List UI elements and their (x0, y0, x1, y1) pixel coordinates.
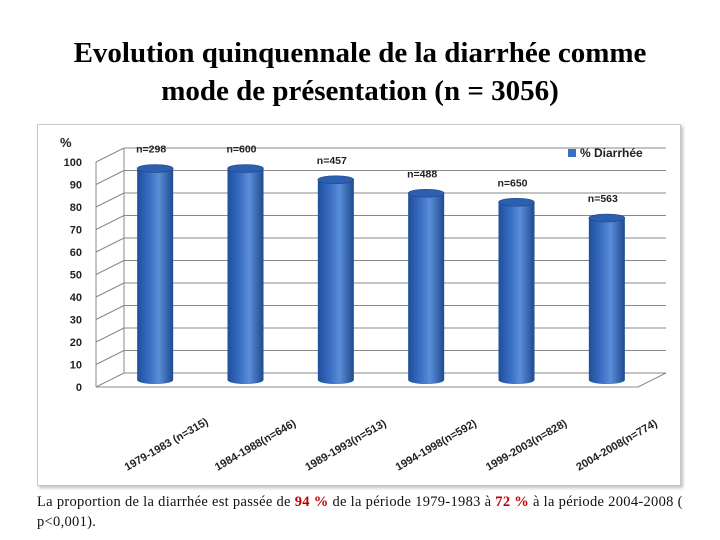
grid-depth-line (95, 170, 125, 185)
bar-top (498, 197, 535, 207)
y-tick-label: 20 (70, 337, 82, 349)
grid-depth-line (95, 237, 125, 253)
bar (317, 179, 354, 384)
grid-depth-line (95, 147, 125, 163)
footer-text-2: de la période 1979-1983 à (328, 494, 496, 510)
data-label: n=563 (588, 193, 618, 205)
y-tick-label: 10 (70, 360, 82, 372)
x-tick-label: 2004-2008(n=774) (574, 417, 659, 473)
data-label: n=298 (136, 144, 166, 156)
footer-caption: La proportion de la diarrhée est passée … (37, 492, 687, 532)
bar-top (227, 164, 264, 173)
x-axis-depth (637, 372, 667, 388)
y-tick-label: 50 (70, 270, 82, 282)
grid-depth-line (95, 215, 125, 230)
legend-swatch (568, 149, 576, 157)
y-tick-label: 60 (70, 247, 82, 259)
data-label: n=600 (226, 144, 256, 156)
slide-title: Evolution quinquennale de la diarrhée co… (0, 34, 720, 110)
bar (588, 218, 625, 384)
grid-depth-line (95, 260, 125, 275)
grid-depth-line (95, 372, 125, 388)
x-tick-label: 1984-1988(n=646) (213, 417, 298, 473)
bar-top (136, 164, 174, 173)
bar-top (407, 188, 445, 198)
grid-depth-line (95, 327, 125, 343)
grid-depth-line (95, 305, 125, 320)
x-tick-label: 1979-1983 (n=315) (123, 416, 211, 474)
grid-depth-line (95, 350, 125, 365)
title-line-1: Evolution quinquennale de la diarrhée co… (73, 37, 647, 69)
footer-value-2: 72 % (495, 494, 530, 510)
grid-depth-line (95, 192, 125, 208)
y-tick-label: 70 (70, 225, 82, 237)
bar (137, 168, 174, 384)
bar (408, 193, 445, 384)
data-label: n=650 (497, 177, 527, 189)
bar-top (317, 175, 355, 185)
y-tick-label: 30 (70, 315, 82, 327)
bar-top (588, 213, 626, 223)
bar (498, 202, 535, 384)
y-axis-label: % (60, 135, 72, 150)
chart-frame: 0 10 20 30 40 50 60 70 80 90 100% n=298 1979-1983 (n… (37, 124, 681, 486)
y-tick-label: 40 (70, 292, 82, 304)
y-tick-label: 100 (64, 157, 82, 169)
y-tick-label: 0 (76, 382, 82, 394)
legend-label: % Diarrhée (580, 146, 643, 160)
footer-text-1: La proportion de la diarrhée est passée … (37, 494, 295, 510)
footer-value-1: 94 % (294, 494, 329, 510)
bar-chart: 0 10 20 30 40 50 60 70 80 90 100% n=298 1979-1983 (n… (60, 135, 667, 474)
bar (227, 168, 264, 384)
footer-text-3: à la période 2004-2008 ( p<0,001). (37, 494, 683, 530)
y-tick-label: 90 (70, 180, 82, 192)
data-label: n=488 (407, 168, 437, 180)
data-label: n=457 (317, 155, 347, 167)
x-tick-label: 1994-1998(n=592) (394, 417, 479, 473)
grid-depth-line (95, 282, 125, 298)
y-tick-label: 80 (70, 202, 82, 214)
x-tick-label: 1999-2003(n=828) (484, 417, 569, 473)
x-tick-label: 1989-1993(n=513) (303, 417, 388, 473)
title-line-2: mode de présentation (n = 3056) (161, 75, 559, 107)
